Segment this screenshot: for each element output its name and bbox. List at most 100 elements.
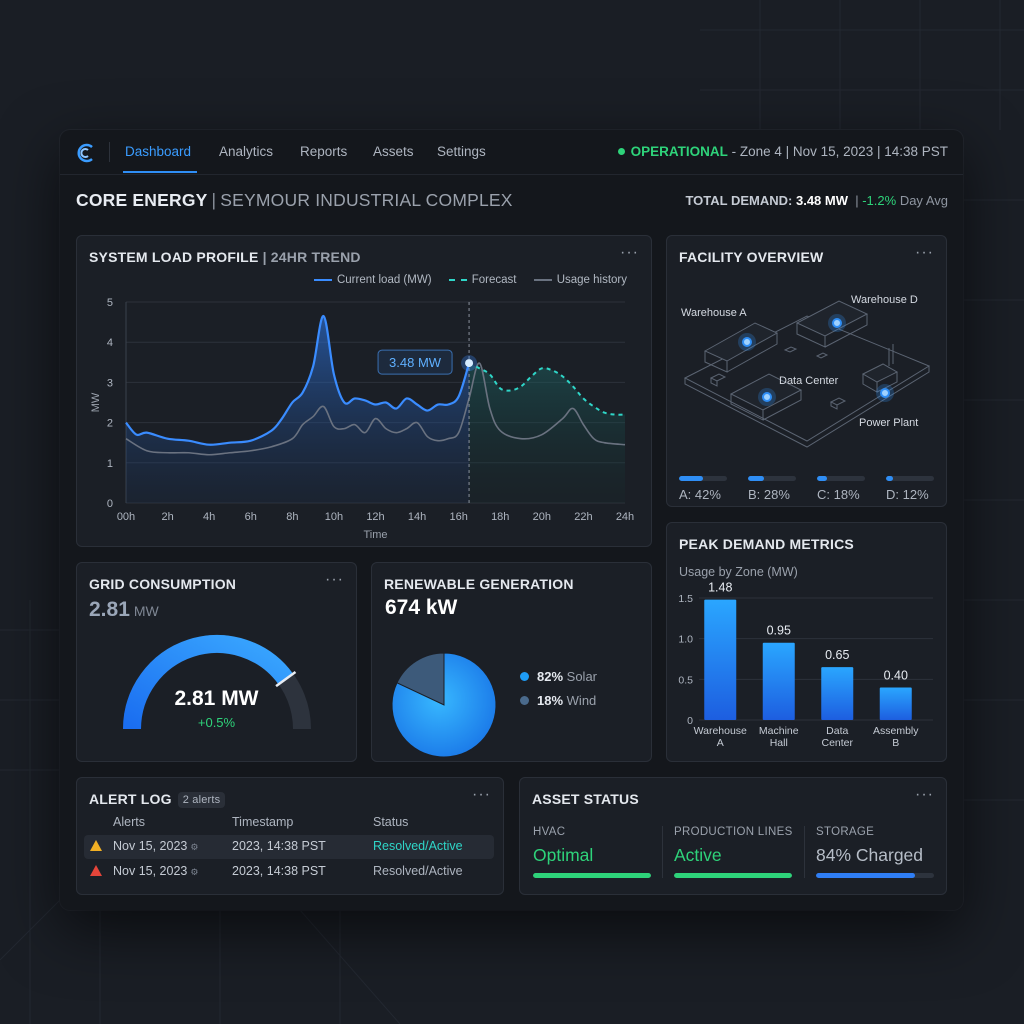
more-options-icon[interactable]: ···: [325, 571, 344, 588]
category-label: Center: [821, 737, 853, 749]
zone-bar-item[interactable]: C: 18%: [817, 476, 865, 502]
x-tick-label: 12h: [366, 511, 384, 523]
gauge-change: +0.5%: [197, 715, 236, 730]
title-separator: |: [211, 190, 217, 210]
marker-power-plant[interactable]: [880, 388, 890, 398]
grid-value-number: 2.81: [89, 598, 130, 621]
bar[interactable]: [704, 599, 737, 720]
demand-label: TOTAL DEMAND:: [685, 193, 793, 208]
bar[interactable]: [821, 667, 854, 720]
label-warehouse-a: Warehouse A: [681, 307, 747, 319]
gear-icon: ⚙: [190, 867, 199, 877]
table-row[interactable]: Nov 15, 2023 ⚙ 2023, 14:38 PST Resolved/A…: [84, 835, 494, 859]
active-tab-indicator: [123, 171, 197, 173]
label-power-plant: Power Plant: [859, 417, 919, 429]
col-header-alerts[interactable]: Alerts: [113, 815, 145, 829]
peak-demand-panel: PEAK DEMAND METRICS Usage by Zone (MW) 0…: [666, 522, 947, 762]
grid-title: GRID CONSUMPTION: [89, 576, 237, 592]
chart-legend: Current load (MW) Forecast Usage history: [300, 274, 627, 286]
brand-name: CORE ENERGY: [76, 190, 208, 210]
marker-warehouse-a[interactable]: [742, 337, 752, 347]
load-profile-chart[interactable]: 0 1 2 3 4 5 00h 2h 4h 6h 8h 10h 12h 14h 16h 18h 20h 22h 24…: [77, 236, 653, 548]
col-header-status[interactable]: Status: [373, 815, 409, 829]
y-tick-label: 3: [107, 377, 113, 389]
bar[interactable]: [879, 687, 912, 720]
asset-storage[interactable]: STORAGE 84% Charged: [816, 826, 936, 878]
category-label: Hall: [770, 737, 788, 749]
y-tick-label: 5: [107, 297, 113, 309]
grid-value: 2.81 MW: [89, 598, 159, 622]
zone-label: D: 12%: [886, 487, 929, 502]
bar-data-label: 0.65: [825, 648, 849, 662]
wind-label: Wind: [566, 693, 597, 708]
pie-slice-solar[interactable]: [391, 652, 497, 758]
marker-data-center[interactable]: [762, 392, 772, 402]
x-tick-label: 6h: [245, 511, 257, 523]
solar-label: Solar: [566, 669, 598, 684]
solar-swatch: [520, 672, 529, 682]
more-options-icon[interactable]: ···: [915, 244, 934, 261]
marker-warehouse-d[interactable]: [832, 318, 842, 328]
y-tick-label: 1.0: [678, 634, 693, 646]
tab-settings[interactable]: Settings: [437, 144, 486, 159]
category-label: Machine: [759, 725, 799, 737]
zone-progress-bar: [679, 476, 727, 481]
alert-date: Nov 15, 2023 ⚙: [113, 864, 198, 878]
asset-bar: [674, 873, 792, 878]
critical-icon: [90, 865, 102, 876]
legend-history-swatch: [533, 278, 552, 281]
load-profile-subtitle: | 24HR TREND: [262, 249, 361, 265]
callout-label: 3.48 MW: [389, 355, 442, 370]
grid-consumption-panel: GRID CONSUMPTION ··· 2.81 MW 2.81 MW +0.5…: [76, 562, 357, 762]
asset-hvac[interactable]: HVAC Optimal: [533, 826, 653, 878]
current-load-line: [125, 314, 471, 446]
more-options-icon[interactable]: ···: [472, 786, 491, 803]
alert-status[interactable]: Resolved/Active: [373, 864, 463, 878]
tab-reports[interactable]: Reports: [300, 144, 348, 159]
dashboard-window: Dashboard Analytics Reports Assets Setti…: [60, 130, 963, 910]
zone-bar-item[interactable]: B: 28%: [748, 476, 796, 502]
more-options-icon[interactable]: ···: [915, 786, 934, 803]
renewable-title: RENEWABLE GENERATION: [384, 576, 574, 592]
facility-title: FACILITY OVERVIEW: [679, 249, 824, 265]
tab-analytics[interactable]: Analytics: [219, 144, 274, 159]
renewable-pie-chart[interactable]: [382, 629, 522, 769]
zone-progress-bar: [748, 476, 796, 481]
gauge-fill: [123, 635, 294, 730]
gauge-needle: [275, 670, 297, 688]
zone-bar-item[interactable]: A: 42%: [679, 476, 727, 502]
x-axis-label: Time: [363, 529, 387, 541]
gauge-value: 2.81 MW: [174, 687, 259, 710]
tab-dashboard[interactable]: Dashboard: [125, 144, 192, 159]
bar-data-label: 1.48: [708, 581, 732, 595]
facility-map[interactable]: [667, 266, 948, 476]
pie-slice-wind[interactable]: [396, 652, 445, 706]
alert-log-panel: ALERT LOG 2 alerts ··· Alerts Timestamp S…: [76, 777, 504, 895]
asset-label: PRODUCTION LINES: [674, 826, 793, 838]
asset-title: ASSET STATUS: [532, 791, 639, 807]
demand-value: 3.48 MW: [795, 193, 848, 208]
load-profile-title: SYSTEM LOAD PROFILE | 24HR TREND: [89, 249, 361, 265]
usage-history-line: [125, 362, 626, 456]
alert-title-text: ALERT LOG: [89, 791, 172, 807]
asset-production-lines[interactable]: PRODUCTION LINES Active: [674, 826, 794, 878]
zone-progress-fill: [886, 476, 893, 481]
y-axis-label: MW: [90, 392, 102, 412]
more-options-icon[interactable]: ···: [620, 244, 639, 261]
alert-status[interactable]: Resolved/Active: [373, 839, 463, 853]
zone-label: C: 18%: [817, 487, 860, 502]
category-label: B: [892, 737, 899, 749]
zone-bar-item[interactable]: D: 12%: [886, 476, 934, 502]
legend-forecast-label: Forecast: [471, 274, 517, 286]
category-label: A: [717, 737, 724, 749]
bar[interactable]: [762, 642, 795, 720]
logo-icon[interactable]: [75, 142, 97, 164]
renewable-panel: RENEWABLE GENERATION 674 kW 82% Solar 18…: [371, 562, 652, 762]
asset-divider: [662, 826, 663, 878]
alert-timestamp: 2023, 14:38 PST: [232, 864, 326, 878]
table-row[interactable]: Nov 15, 2023 ⚙ 2023, 14:38 PST Resolved/A…: [84, 860, 494, 884]
col-header-timestamp[interactable]: Timestamp: [232, 815, 294, 829]
tab-assets[interactable]: Assets: [373, 144, 414, 159]
category-label: Data: [826, 725, 848, 737]
